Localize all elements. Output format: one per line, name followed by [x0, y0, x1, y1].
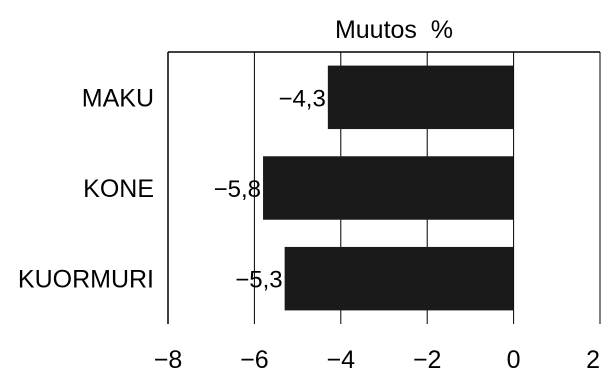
data-label: −5,8	[214, 176, 261, 203]
x-tick-label: −2	[413, 346, 442, 374]
data-label: −4,3	[278, 85, 325, 112]
data-label: −5,3	[235, 267, 282, 294]
x-tick-label: 2	[586, 346, 600, 374]
bar-kuormuri	[284, 246, 514, 311]
x-tick-label: −4	[327, 346, 356, 374]
bars	[263, 65, 514, 311]
category-label: MAKU	[82, 84, 154, 112]
chart-title: Muutos %	[335, 16, 453, 44]
data-labels: −4,3 −5,8 −5,3	[214, 85, 326, 293]
category-label: KUORMURI	[18, 266, 154, 294]
x-tick-label: −8	[154, 346, 183, 374]
bar-maku	[327, 65, 514, 130]
x-tick-label: 0	[507, 346, 521, 374]
category-labels: MAKU KONE KUORMURI	[18, 84, 154, 293]
x-axis: −8 −6 −4 −2 0 2	[154, 346, 600, 374]
bar-kone	[263, 156, 514, 220]
category-label: KONE	[83, 175, 154, 203]
x-tick-label: −6	[240, 346, 269, 374]
plot-area	[167, 51, 601, 324]
